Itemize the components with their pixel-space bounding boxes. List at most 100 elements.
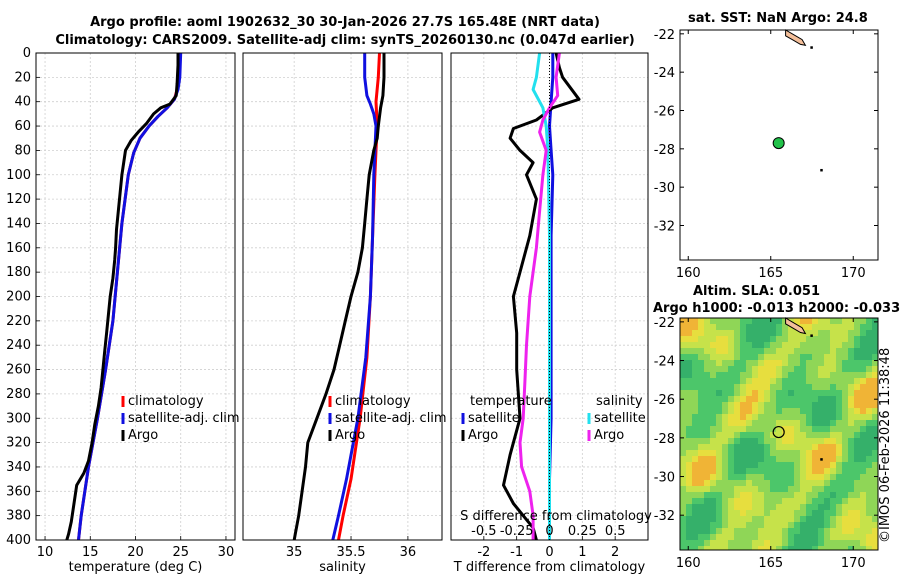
sla-cell — [818, 348, 824, 354]
sla-cell — [842, 504, 848, 510]
sal-x-tick-label: 35.5 — [337, 545, 366, 560]
sla-cell — [686, 498, 692, 504]
sla-cell — [842, 408, 848, 414]
sla-cell — [686, 522, 692, 528]
sla-cell — [740, 330, 746, 336]
sla-cell — [860, 336, 866, 342]
temp-series-argo — [65, 53, 180, 541]
sla-cell — [722, 366, 728, 372]
sla-cell — [746, 396, 752, 402]
sla-cell — [722, 444, 728, 450]
sla-cell — [788, 402, 794, 408]
sla-cell — [704, 396, 710, 402]
sla-cell — [830, 360, 836, 366]
sla-cell — [776, 486, 782, 492]
sla-cell — [734, 372, 740, 378]
sla-cell — [692, 354, 698, 360]
sla-cell — [710, 456, 716, 462]
sla-cell — [794, 516, 800, 522]
sla-cell — [764, 468, 770, 474]
sla-cell — [716, 336, 722, 342]
sla-cell — [836, 426, 842, 432]
sla-cell — [818, 444, 824, 450]
sla-cell — [824, 414, 830, 420]
sla-cell — [752, 540, 758, 546]
sla-cell — [800, 540, 806, 546]
sla-cell — [758, 360, 764, 366]
sla-cell — [746, 366, 752, 372]
sla-cell — [692, 408, 698, 414]
sla-cell — [842, 432, 848, 438]
sla-cell — [776, 324, 782, 330]
sla-cell — [770, 450, 776, 456]
sla-cell — [770, 342, 776, 348]
sla-cell — [836, 450, 842, 456]
sla-cell — [866, 510, 872, 516]
sla-cell — [830, 372, 836, 378]
sla-cell — [740, 480, 746, 486]
sla-cell — [812, 432, 818, 438]
sla-cell — [842, 336, 848, 342]
sla-cell — [806, 402, 812, 408]
sla-cell — [866, 408, 872, 414]
sla-cell — [680, 324, 686, 330]
sla-cell — [848, 420, 854, 426]
sla-cell — [776, 438, 782, 444]
sla-cell — [866, 402, 872, 408]
sla-cell — [818, 534, 824, 540]
sla-cell — [788, 354, 794, 360]
sla-cell — [728, 396, 734, 402]
sla-cell — [806, 516, 812, 522]
sla-cell — [818, 384, 824, 390]
sla-cell — [830, 486, 836, 492]
sla-cell — [758, 336, 764, 342]
sla-cell — [794, 480, 800, 486]
sla-cell — [764, 426, 770, 432]
sla-cell — [698, 480, 704, 486]
sla-cell — [758, 330, 764, 336]
sla-cell — [806, 528, 812, 534]
sla-cell — [866, 480, 872, 486]
sla-cell — [872, 438, 878, 444]
sla-cell — [716, 504, 722, 510]
sla-cell — [854, 402, 860, 408]
sla-cell — [842, 354, 848, 360]
sla-cell — [788, 474, 794, 480]
sla-cell — [812, 510, 818, 516]
sla-cell — [806, 504, 812, 510]
sla-cell — [866, 420, 872, 426]
sla-cell — [830, 408, 836, 414]
sla-cell — [698, 546, 704, 550]
sla-cell — [800, 474, 806, 480]
sla-cell — [746, 516, 752, 522]
sla-cell — [848, 408, 854, 414]
sla-cell — [704, 444, 710, 450]
sla-cell — [800, 534, 806, 540]
sla-cell — [722, 354, 728, 360]
sla-cell — [860, 378, 866, 384]
sla-cell — [722, 402, 728, 408]
sla-cell — [830, 348, 836, 354]
sla-cell — [830, 522, 836, 528]
sla-cell — [722, 396, 728, 402]
sla-cell — [776, 360, 782, 366]
diff-x-tick-label: -1 — [510, 545, 523, 560]
sla-cell — [716, 540, 722, 546]
sla-cell — [716, 354, 722, 360]
sla-cell — [722, 486, 728, 492]
sla-cell — [686, 366, 692, 372]
sla-cell — [794, 420, 800, 426]
depth-tick-label: 300 — [6, 411, 31, 426]
sla-cell — [728, 504, 734, 510]
sla-cell — [854, 492, 860, 498]
sla-cell — [818, 396, 824, 402]
sla-cell — [716, 462, 722, 468]
sla-cell — [752, 384, 758, 390]
sla-cell — [722, 528, 728, 534]
sla-cell — [782, 348, 788, 354]
sla-cell — [764, 456, 770, 462]
sla-cell — [680, 408, 686, 414]
sla-cell — [794, 336, 800, 342]
sla-cell — [836, 528, 842, 534]
sla-cell — [854, 426, 860, 432]
